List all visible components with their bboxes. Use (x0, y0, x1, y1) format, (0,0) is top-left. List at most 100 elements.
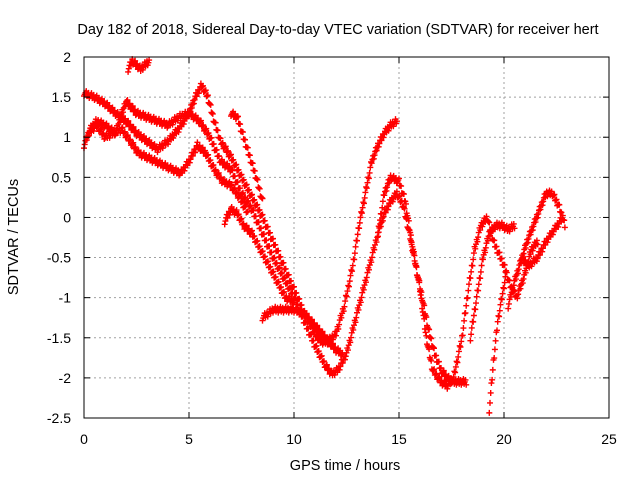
data-point (256, 243, 263, 250)
data-point (230, 156, 237, 163)
data-point (462, 309, 469, 316)
data-point (287, 284, 294, 291)
data-point (226, 163, 233, 170)
data-point (248, 228, 255, 235)
data-point (359, 204, 366, 211)
data-point (263, 237, 270, 244)
data-point (251, 167, 258, 174)
data-point (258, 225, 264, 232)
data-point (361, 194, 368, 201)
data-point (344, 288, 351, 295)
data-point (235, 113, 241, 120)
data-point (205, 130, 212, 137)
data-point (198, 145, 205, 152)
data-point (192, 149, 199, 156)
data-point (555, 223, 562, 230)
data-point (278, 283, 285, 290)
data-point (464, 294, 471, 301)
data-point (473, 293, 480, 300)
series-track-g (259, 303, 346, 359)
data-point (346, 278, 353, 285)
data-point (282, 265, 289, 272)
data-point (95, 122, 102, 129)
data-point (120, 109, 126, 116)
data-point (180, 121, 187, 128)
data-point (503, 267, 510, 274)
data-point (514, 295, 521, 302)
data-point (477, 268, 484, 275)
grid-layer (84, 57, 609, 418)
data-point (219, 140, 225, 147)
data-point (242, 194, 249, 201)
data-point (520, 253, 527, 260)
data-point (330, 340, 336, 347)
data-point (239, 198, 246, 205)
data-point (418, 289, 425, 296)
data-point (237, 121, 244, 128)
data-point (345, 347, 351, 354)
data-point (454, 359, 461, 366)
data-point (187, 156, 194, 163)
data-point (459, 332, 466, 339)
data-point (339, 349, 346, 356)
data-point (275, 247, 282, 254)
data-point (237, 192, 244, 199)
data-point (423, 332, 430, 339)
data-point (494, 318, 501, 325)
data-point (463, 381, 470, 388)
data-point (502, 273, 509, 280)
data-point (261, 231, 267, 238)
data-point (498, 296, 505, 303)
data-point (356, 219, 363, 226)
data-point (291, 283, 297, 290)
data-point (268, 249, 275, 256)
data-point (534, 241, 541, 248)
data-point (200, 82, 206, 89)
data-point (321, 358, 327, 365)
data-point (204, 130, 211, 137)
data-point (470, 318, 477, 325)
data-point (433, 352, 440, 359)
data-point (303, 310, 310, 317)
data-point (279, 269, 285, 276)
data-point (214, 127, 221, 134)
data-point (126, 137, 133, 144)
data-point (231, 184, 238, 191)
data-point (215, 169, 222, 176)
data-point (431, 345, 437, 352)
data-point (470, 250, 477, 257)
data-point (165, 141, 171, 148)
data-point (247, 202, 254, 209)
series-track-k (505, 187, 568, 312)
data-point (270, 235, 276, 242)
data-point (277, 253, 284, 260)
data-point (486, 219, 493, 226)
data-point (314, 322, 321, 329)
data-point (267, 229, 273, 236)
data-point (243, 222, 250, 229)
y-tick-label: 0 (63, 209, 71, 225)
data-point (440, 367, 447, 374)
data-point (364, 179, 371, 186)
data-point (222, 143, 229, 150)
data-point (251, 232, 258, 239)
data-point (452, 369, 459, 376)
data-point (228, 182, 234, 189)
data-point (203, 125, 210, 132)
data-point (373, 239, 380, 246)
data-point (318, 352, 325, 359)
data-point (498, 255, 505, 262)
data-point (467, 275, 474, 282)
tick-layer: 0 5 10 15 20 25 -2.5 -2 -1.5 -1 -0.5 0 0.5 1 1.5 2 (47, 49, 617, 447)
data-point (351, 250, 358, 257)
data-point (559, 212, 566, 219)
data-point (348, 266, 355, 273)
data-point (199, 144, 206, 151)
data-point (132, 143, 139, 150)
data-point (125, 117, 132, 124)
data-point (468, 324, 475, 331)
data-point (130, 139, 137, 146)
data-point (240, 189, 246, 196)
data-point (544, 239, 551, 246)
